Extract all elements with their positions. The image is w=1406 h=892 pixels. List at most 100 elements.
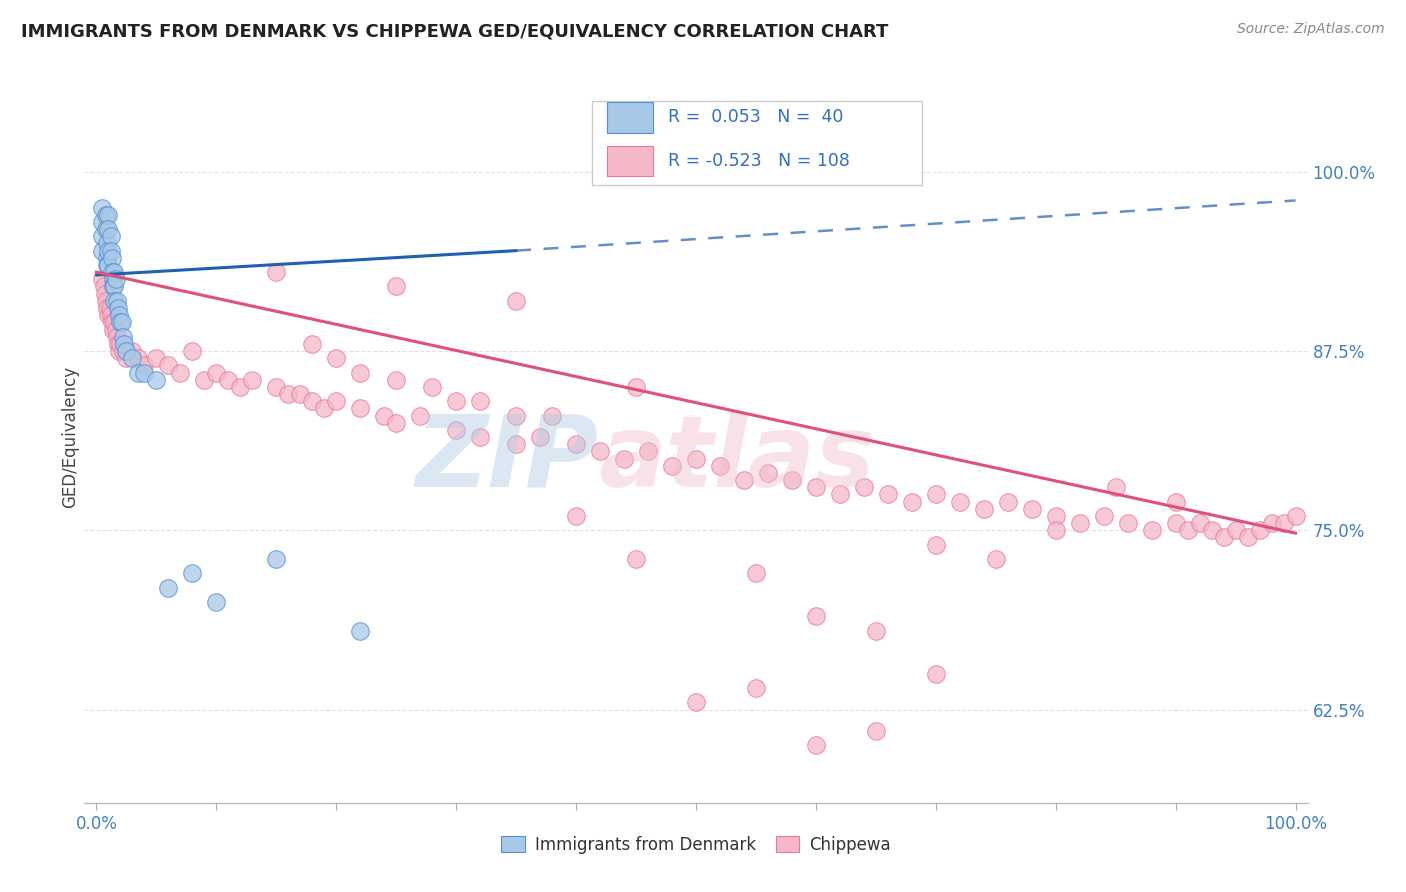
Point: [127, 366, 149, 380]
Point: [229, 380, 252, 394]
Text: atlas: atlas: [598, 410, 875, 508]
Point: [589, 444, 612, 458]
Point: [325, 394, 347, 409]
Point: [96, 251, 118, 265]
Point: [105, 293, 128, 308]
Point: [349, 366, 371, 380]
Point: [876, 487, 898, 501]
Point: [613, 451, 636, 466]
Point: [661, 458, 683, 473]
Point: [1045, 524, 1067, 538]
Point: [96, 301, 118, 315]
Point: [107, 301, 129, 315]
Point: [1272, 516, 1295, 530]
Point: [104, 272, 127, 286]
Point: [290, 387, 312, 401]
Point: [94, 293, 117, 308]
Point: [624, 380, 647, 394]
Point: [349, 624, 371, 638]
Point: [349, 401, 371, 416]
Point: [181, 566, 204, 581]
FancyBboxPatch shape: [592, 101, 922, 185]
Point: [997, 494, 1019, 508]
Point: [804, 739, 827, 753]
Point: [314, 401, 336, 416]
Point: [101, 315, 124, 329]
Point: [325, 351, 347, 366]
Point: [94, 222, 117, 236]
Point: [565, 437, 588, 451]
Point: [1021, 501, 1043, 516]
Point: [145, 373, 167, 387]
Point: [97, 244, 120, 258]
Point: [193, 373, 215, 387]
Point: [110, 315, 132, 329]
Point: [91, 201, 114, 215]
Point: [420, 380, 443, 394]
Point: [91, 244, 114, 258]
Point: [103, 279, 125, 293]
Point: [103, 293, 125, 308]
Text: R =  0.053   N =  40: R = 0.053 N = 40: [668, 108, 844, 127]
Point: [745, 566, 768, 581]
Point: [115, 344, 138, 359]
Point: [240, 373, 263, 387]
Point: [94, 208, 117, 222]
Point: [852, 480, 875, 494]
Point: [444, 423, 467, 437]
Point: [685, 695, 707, 709]
Point: [1164, 494, 1187, 508]
Point: [101, 279, 124, 293]
Point: [385, 373, 408, 387]
Point: [107, 336, 129, 351]
Point: [865, 724, 887, 739]
Point: [100, 308, 122, 322]
Point: [1069, 516, 1091, 530]
Point: [756, 466, 779, 480]
Point: [277, 387, 299, 401]
Point: [105, 329, 128, 343]
Point: [1140, 524, 1163, 538]
Point: [1260, 516, 1282, 530]
Point: [505, 437, 527, 451]
Point: [804, 480, 827, 494]
Point: [169, 366, 191, 380]
Point: [637, 444, 659, 458]
Point: [100, 244, 122, 258]
Bar: [606, 102, 654, 133]
Point: [145, 351, 167, 366]
Point: [205, 595, 228, 609]
Point: [385, 279, 408, 293]
Point: [505, 409, 527, 423]
Point: [1201, 524, 1223, 538]
Point: [111, 329, 134, 343]
Point: [685, 451, 707, 466]
Point: [181, 344, 204, 359]
Point: [925, 487, 948, 501]
Point: [121, 344, 143, 359]
Point: [110, 315, 132, 329]
Point: [385, 416, 408, 430]
Text: Source: ZipAtlas.com: Source: ZipAtlas.com: [1237, 22, 1385, 37]
Point: [1045, 508, 1067, 523]
Bar: [606, 145, 654, 177]
Point: [1105, 480, 1128, 494]
Point: [733, 473, 755, 487]
Point: [104, 322, 127, 336]
Point: [925, 538, 948, 552]
Point: [97, 258, 120, 272]
Point: [624, 552, 647, 566]
Point: [100, 229, 122, 244]
Point: [205, 366, 228, 380]
Point: [98, 301, 121, 315]
Point: [134, 359, 156, 373]
Point: [828, 487, 851, 501]
Point: [110, 336, 132, 351]
Point: [115, 351, 138, 366]
Point: [108, 308, 131, 322]
Point: [1164, 516, 1187, 530]
Text: IMMIGRANTS FROM DENMARK VS CHIPPEWA GED/EQUIVALENCY CORRELATION CHART: IMMIGRANTS FROM DENMARK VS CHIPPEWA GED/…: [21, 22, 889, 40]
Point: [101, 265, 124, 279]
Point: [541, 409, 564, 423]
Point: [409, 409, 432, 423]
